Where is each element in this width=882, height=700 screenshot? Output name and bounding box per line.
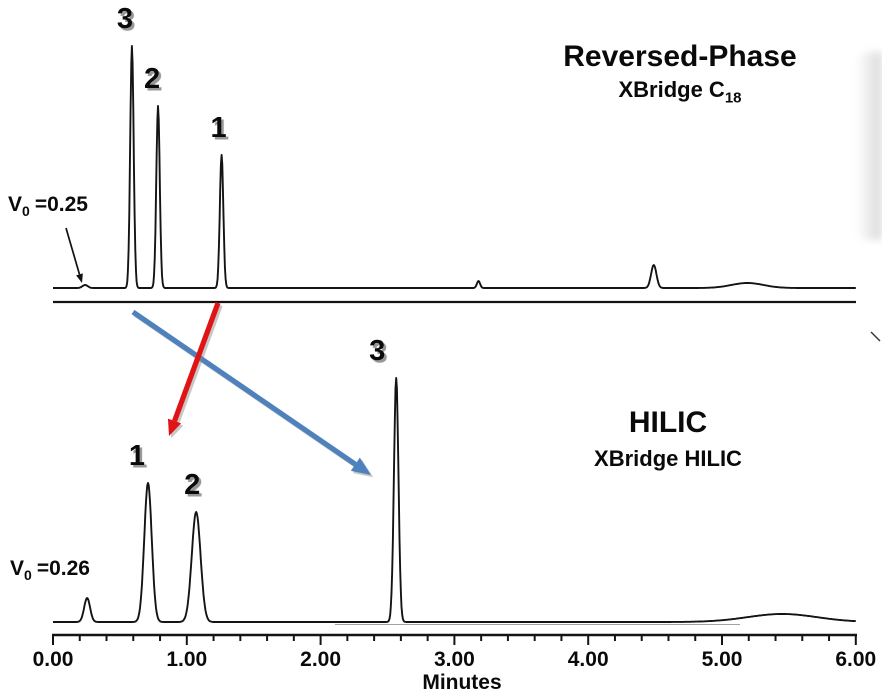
rp-v0-value: =0.25 bbox=[34, 193, 88, 216]
peak-label-reversed-phase-chromatogram-3: 3 bbox=[116, 3, 133, 35]
peak-label-hilic-chromatogram-3: 3 bbox=[369, 335, 386, 367]
hilic-title: HILIC bbox=[628, 406, 708, 439]
x-axis-title: Minutes bbox=[422, 671, 502, 694]
hilic-trace bbox=[52, 377, 857, 623]
rp-subtitle-subscript: 18 bbox=[724, 89, 742, 107]
rp-void-volume-label: V0 =0.25 bbox=[8, 193, 88, 219]
peak-label-hilic-chromatogram-1: 1 bbox=[128, 440, 146, 472]
scan-artifact-smudge bbox=[856, 52, 882, 240]
peak-label-reversed-phase-chromatogram-1: 1 bbox=[210, 112, 227, 144]
x-tick-label-2.00: 2.00 bbox=[300, 648, 342, 671]
blue-peak3-shift-arrow bbox=[131, 309, 374, 478]
peak-label-hilic-chromatogram-2: 2 bbox=[184, 469, 201, 501]
x-tick-label-1.00: 1.00 bbox=[166, 648, 208, 671]
hilic-subtitle: XBridge HILIC bbox=[518, 446, 818, 472]
rp-subtitle: XBridge C18 bbox=[530, 77, 830, 106]
x-tick-label-5.00: 5.00 bbox=[701, 648, 743, 671]
rp-v0-symbol: V bbox=[8, 193, 23, 216]
rp-subtitle-text: XBridge C bbox=[618, 77, 725, 102]
x-tick-label-3.00: 3.00 bbox=[433, 648, 475, 671]
rp-v0-annotation-arrow bbox=[65, 227, 83, 283]
hilic-v0-symbol: V bbox=[10, 557, 25, 580]
rp-title: Reversed-Phase bbox=[563, 40, 797, 73]
hilic-v0-value: =0.26 bbox=[36, 557, 90, 580]
red-peak1-shift-arrow bbox=[167, 302, 223, 439]
rp-v0-subscript: 0 bbox=[22, 203, 30, 220]
scan-artifact-mark bbox=[870, 331, 881, 342]
hilic-subtitle-text: XBridge HILIC bbox=[594, 446, 742, 471]
rp-trace bbox=[52, 45, 857, 289]
hilic-void-volume-label: V0 =0.26 bbox=[10, 557, 90, 583]
x-tick-label-0.00: 0.00 bbox=[32, 648, 74, 671]
hilic-v0-subscript: 0 bbox=[24, 567, 32, 584]
peak-label-reversed-phase-chromatogram-2: 2 bbox=[143, 63, 161, 95]
x-tick-label-6.00: 6.00 bbox=[835, 648, 877, 671]
x-tick-label-4.00: 4.00 bbox=[567, 648, 609, 671]
